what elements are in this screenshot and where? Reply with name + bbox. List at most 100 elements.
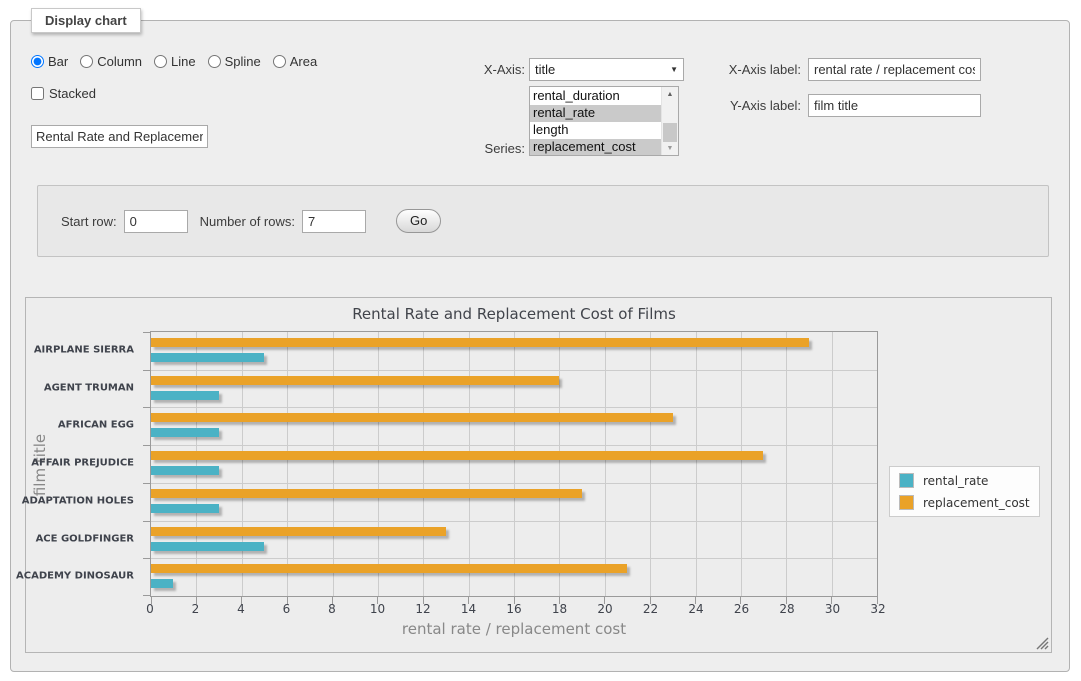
num-rows-label: Number of rows: — [200, 214, 295, 229]
chart-type-radiogroup: Bar Column Line Spline Area — [31, 54, 325, 69]
gridline — [151, 521, 877, 522]
resize-handle-icon[interactable] — [1036, 637, 1049, 650]
x-tick-label: 8 — [328, 602, 336, 616]
gridline — [242, 332, 243, 596]
series-select-label: Series: — [431, 141, 525, 156]
series-options: rental_durationrental_ratelengthreplacem… — [530, 87, 661, 155]
gridline — [696, 332, 697, 596]
y-tick-mark — [143, 595, 151, 596]
x-tick-label: 2 — [192, 602, 200, 616]
x-tick-label: 22 — [643, 602, 658, 616]
bar-replacement_cost — [151, 338, 809, 347]
series-listbox[interactable]: rental_durationrental_ratelengthreplacem… — [529, 86, 679, 156]
gridline — [605, 332, 606, 596]
x-axis-label-label: X-Axis label: — [651, 62, 801, 77]
bar-replacement_cost — [151, 413, 673, 422]
bar-replacement_cost — [151, 489, 582, 498]
legend-swatch — [899, 473, 914, 488]
x-axis-select-label: X-Axis: — [431, 62, 525, 77]
x-axis-selected-value: title — [535, 62, 670, 77]
row-range-bar: Start row: Number of rows: Go — [37, 185, 1049, 257]
x-axis-label-input[interactable] — [808, 58, 981, 81]
y-category-label: ACE GOLDFINGER — [36, 533, 134, 544]
chart-title: Rental Rate and Replacement Cost of Film… — [150, 305, 878, 323]
bar-rental_rate — [151, 428, 219, 437]
y-tick-mark — [143, 558, 151, 559]
y-tick-mark — [143, 483, 151, 484]
gridline — [151, 558, 877, 559]
series-option-rental_rate[interactable]: rental_rate — [530, 105, 661, 122]
x-tick-label: 4 — [237, 602, 245, 616]
y-category-label: AFRICAN EGG — [58, 419, 134, 430]
chart-type-option-spline[interactable]: Spline — [208, 54, 261, 69]
chart-type-option-bar[interactable]: Bar — [31, 54, 68, 69]
legend-item-replacement_cost: replacement_cost — [899, 495, 1030, 510]
y-category-label: AGENT TRUMAN — [44, 382, 134, 393]
chart-type-option-area[interactable]: Area — [273, 54, 317, 69]
gridline — [151, 483, 877, 484]
bar-rental_rate — [151, 504, 219, 513]
x-tick-label: 6 — [283, 602, 291, 616]
start-row-label: Start row: — [61, 214, 117, 229]
x-tick-label: 14 — [461, 602, 476, 616]
x-tick-label: 12 — [415, 602, 430, 616]
bar-rental_rate — [151, 466, 219, 475]
bar-replacement_cost — [151, 451, 763, 460]
y-tick-mark — [143, 332, 151, 333]
plot-area — [150, 331, 878, 597]
x-tick-label: 24 — [688, 602, 703, 616]
gridline — [287, 332, 288, 596]
y-tick-mark — [143, 445, 151, 446]
y-category-labels: AIRPLANE SIERRAAGENT TRUMANAFRICAN EGGAF… — [26, 331, 142, 597]
radio-bar[interactable] — [31, 55, 44, 68]
radio-label: Spline — [225, 54, 261, 69]
y-tick-mark — [143, 370, 151, 371]
go-button[interactable]: Go — [396, 209, 441, 233]
radio-label: Line — [171, 54, 196, 69]
x-tick-label: 18 — [552, 602, 567, 616]
x-tick-label: 28 — [779, 602, 794, 616]
x-tick-label: 30 — [825, 602, 840, 616]
gridline — [378, 332, 379, 596]
scroll-down-icon[interactable]: ▼ — [662, 141, 678, 155]
legend-item-rental_rate: rental_rate — [899, 473, 1030, 488]
stacked-checkbox[interactable] — [31, 87, 44, 100]
gridline — [333, 332, 334, 596]
chart-type-option-line[interactable]: Line — [154, 54, 196, 69]
gridline — [196, 332, 197, 596]
chart-container: Rental Rate and Replacement Cost of Film… — [25, 297, 1052, 653]
stacked-checkbox-row[interactable]: Stacked — [31, 86, 96, 101]
x-tick-labels: 02468101214161820222426283032 — [150, 602, 878, 618]
series-option-length[interactable]: length — [530, 122, 661, 139]
chart-legend: rental_rate replacement_cost — [889, 466, 1040, 517]
gridline — [832, 332, 833, 596]
y-category-label: ACADEMY DINOSAUR — [16, 570, 134, 581]
radio-area[interactable] — [273, 55, 286, 68]
bar-rental_rate — [151, 353, 264, 362]
legend-swatch — [899, 495, 914, 510]
scrollbar-thumb[interactable] — [663, 123, 677, 142]
radio-label: Column — [97, 54, 142, 69]
gridline — [786, 332, 787, 596]
series-option-rental_duration[interactable]: rental_duration — [530, 88, 661, 105]
y-axis-label-label: Y-Axis label: — [651, 98, 801, 113]
series-option-replacement_cost[interactable]: replacement_cost — [530, 139, 661, 156]
chart-title-input[interactable] — [31, 125, 208, 148]
start-row-input[interactable] — [124, 210, 188, 233]
fieldset-legend: Display chart — [31, 8, 141, 33]
radio-column[interactable] — [80, 55, 93, 68]
gridline — [650, 332, 651, 596]
y-category-label: ADAPTATION HOLES — [22, 495, 134, 506]
num-rows-input[interactable] — [302, 210, 366, 233]
y-tick-mark — [143, 521, 151, 522]
radio-line[interactable] — [154, 55, 167, 68]
bar-replacement_cost — [151, 527, 446, 536]
x-tick-label: 26 — [734, 602, 749, 616]
y-axis-label-input[interactable] — [808, 94, 981, 117]
radio-spline[interactable] — [208, 55, 221, 68]
x-tick-label: 10 — [370, 602, 385, 616]
chart-type-option-column[interactable]: Column — [80, 54, 142, 69]
y-tick-mark — [143, 407, 151, 408]
y-category-label: AFFAIR PREJUDICE — [31, 457, 134, 468]
gridline — [151, 407, 877, 408]
